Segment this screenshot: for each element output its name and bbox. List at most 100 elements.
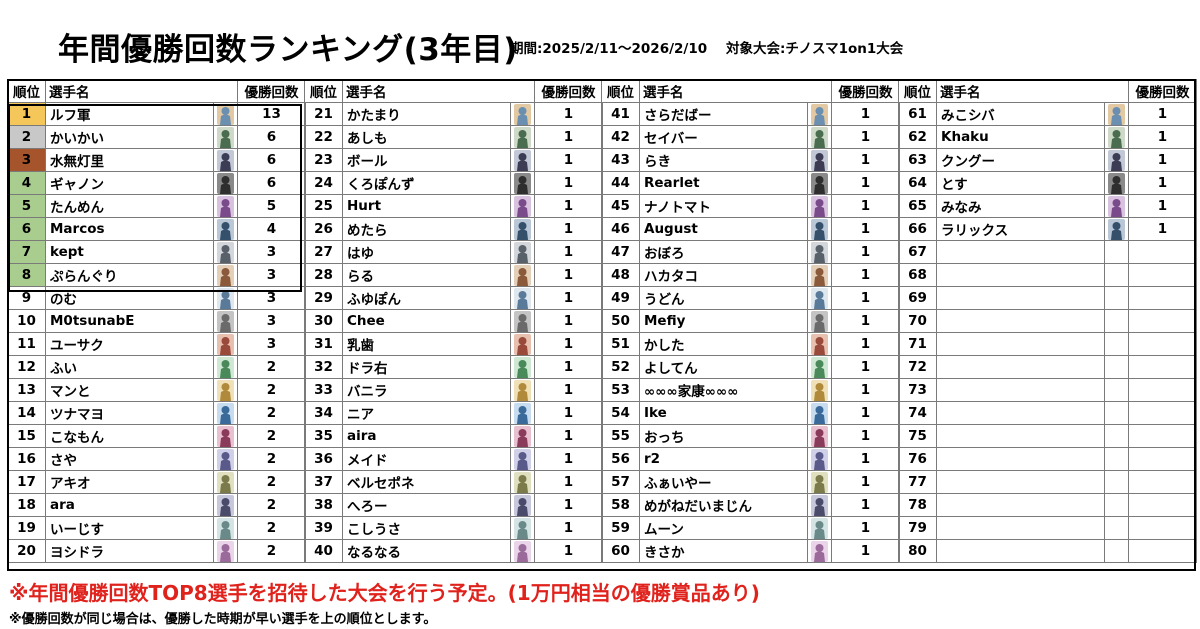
- rank-cell: 76: [898, 447, 937, 471]
- character-icon-p: [217, 448, 234, 470]
- player-name-cell: クングー: [936, 148, 1105, 172]
- wins-column-header: 優勝回数: [1128, 79, 1197, 103]
- table-row: 46 August 1: [601, 217, 900, 241]
- character-icon-holder: [512, 540, 534, 562]
- character-icon-c: [514, 149, 531, 171]
- player-name-cell: [936, 286, 1105, 310]
- table-row: 23 ボール 1: [304, 148, 603, 172]
- table-row: 24 くろぽんず 1: [304, 171, 603, 195]
- character-cell: [510, 148, 535, 172]
- player-name-cell: めたら: [342, 217, 511, 241]
- wins-count-cell: 2: [237, 355, 306, 379]
- rank-cell: 41: [601, 102, 640, 126]
- player-name-cell: Ike: [639, 401, 808, 425]
- rank-cell: 26: [304, 217, 343, 241]
- character-icon-g: [514, 241, 531, 263]
- table-row: 68: [898, 263, 1197, 287]
- character-icon-holder: [1106, 103, 1128, 125]
- table-row: 69: [898, 286, 1197, 310]
- character-icon-c: [811, 149, 828, 171]
- character-icon-holder: [215, 310, 237, 332]
- player-name-cell: kept: [45, 240, 214, 264]
- table-row: 15 こなもん 2: [7, 424, 306, 448]
- character-icon-holder: [215, 471, 237, 493]
- character-icon-holder: [809, 172, 831, 194]
- rank-cell: 43: [601, 148, 640, 172]
- character-cell: [807, 171, 832, 195]
- table-row: 28 らる 1: [304, 263, 603, 287]
- wins-count-cell: 3: [237, 309, 306, 333]
- wins-count-cell: 1: [534, 194, 603, 218]
- player-name-cell: こなもん: [45, 424, 214, 448]
- table-row: 67: [898, 240, 1197, 264]
- table-row: 39 こしうさ 1: [304, 516, 603, 540]
- rank-cell: 7: [7, 240, 46, 264]
- wins-count-cell: [1128, 332, 1197, 356]
- player-name-cell: [936, 493, 1105, 517]
- rank-cell: 21: [304, 102, 343, 126]
- character-cell: [510, 171, 535, 195]
- wins-count-cell: [1128, 401, 1197, 425]
- player-name-cell: さや: [45, 447, 214, 471]
- character-cell: [510, 424, 535, 448]
- character-icon-r: [811, 494, 828, 516]
- player-name-cell: ツナマヨ: [45, 401, 214, 425]
- character-icon-f: [1108, 218, 1125, 240]
- rank-cell: 80: [898, 539, 937, 563]
- character-icon-holder: [215, 379, 237, 401]
- wins-count-cell: 2: [237, 470, 306, 494]
- rank-cell: 72: [898, 355, 937, 379]
- character-cell: [807, 217, 832, 241]
- rank-cell: 11: [7, 332, 46, 356]
- rank-cell: 73: [898, 378, 937, 402]
- table-row: 61 みこシバ 1: [898, 102, 1197, 126]
- wins-count-cell: [1128, 286, 1197, 310]
- rank-cell: 31: [304, 332, 343, 356]
- rank-column-header: 順位: [7, 79, 46, 103]
- character-cell: [213, 171, 238, 195]
- wins-count-cell: [1128, 378, 1197, 402]
- wins-count-cell: 1: [831, 493, 900, 517]
- character-icon-h: [811, 264, 828, 286]
- rank-cell: 28: [304, 263, 343, 287]
- character-icon-c: [217, 149, 234, 171]
- character-icon-j: [217, 310, 234, 332]
- character-cell: [213, 125, 238, 149]
- wins-count-cell: 6: [237, 125, 306, 149]
- invitation-notice: ※年間優勝回数TOP8選手を招待した大会を行う予定。(1万円相当の優勝賞品あり): [9, 581, 760, 605]
- table-row: 30 Chee 1: [304, 309, 603, 333]
- rank-cell: 1: [7, 102, 46, 126]
- character-icon-holder: [215, 448, 237, 470]
- rank-cell: 58: [601, 493, 640, 517]
- wins-count-cell: [1128, 539, 1197, 563]
- wins-count-cell: 1: [831, 171, 900, 195]
- table-row: 7 kept 3: [7, 240, 306, 264]
- wins-count-cell: 1: [534, 470, 603, 494]
- player-name-cell: かいかい: [45, 125, 214, 149]
- character-icon-holder: [215, 241, 237, 263]
- rank-cell: 12: [7, 355, 46, 379]
- character-icon-holder: [215, 494, 237, 516]
- ranking-block-3: 順位 選手名 優勝回数 41 さらだばー 1 42 セイバー 1 43 らき 1 44 Rearlet 1 4…: [601, 79, 900, 563]
- table-row: 10 M0tsunabE 3: [7, 309, 306, 333]
- character-icon-holder: [215, 126, 237, 148]
- character-icon-holder: [215, 540, 237, 562]
- player-name-cell: ふゆぽん: [342, 286, 511, 310]
- character-cell: [213, 355, 238, 379]
- character-icon-holder: [512, 310, 534, 332]
- rank-cell: 23: [304, 148, 343, 172]
- character-icon-h: [217, 264, 234, 286]
- rank-column-header: 順位: [304, 79, 343, 103]
- wins-count-cell: 1: [831, 516, 900, 540]
- character-cell: [510, 401, 535, 425]
- player-name-cell: [936, 378, 1105, 402]
- wins-count-cell: 1: [534, 102, 603, 126]
- player-name-cell: バニラ: [342, 378, 511, 402]
- character-icon-a: [217, 103, 234, 125]
- character-cell: [213, 493, 238, 517]
- player-name-cell: メイド: [342, 447, 511, 471]
- player-name-cell: ユーサク: [45, 332, 214, 356]
- character-icon-holder: [215, 356, 237, 378]
- player-name-cell: マンと: [45, 378, 214, 402]
- player-name-cell: ムーン: [639, 516, 808, 540]
